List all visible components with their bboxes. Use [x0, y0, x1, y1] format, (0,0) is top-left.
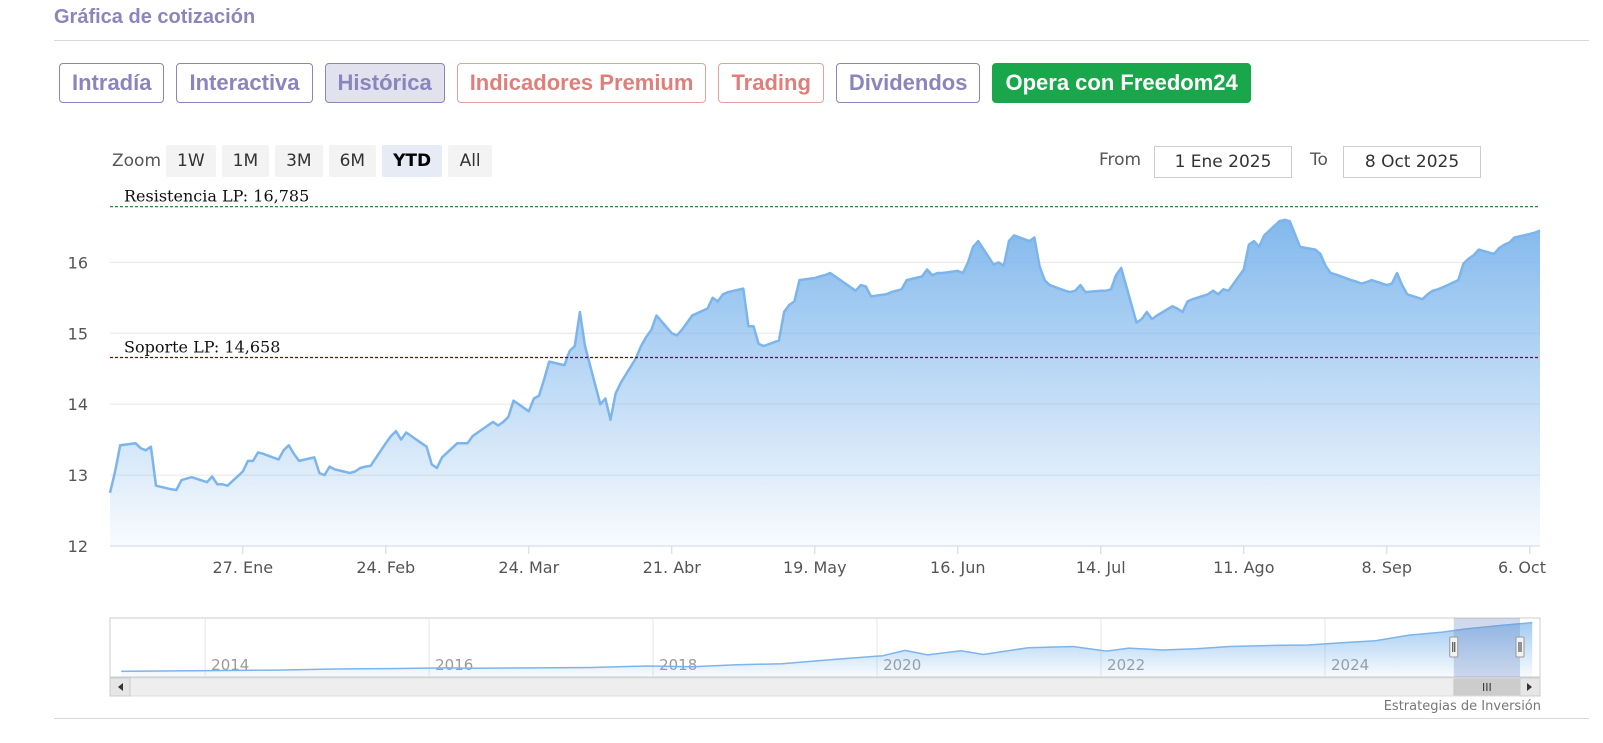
zoom-all-button[interactable]: All	[448, 145, 493, 177]
zoom-3m-button[interactable]: 3M	[275, 145, 323, 177]
price-area	[110, 219, 1540, 547]
y-tick-label: 13	[68, 466, 88, 485]
navigator-line	[121, 621, 1533, 673]
x-axis: 27. Ene 24. Feb 24. Mar 21. Abr 19. May 16. J…	[110, 545, 1546, 577]
range-from-input[interactable]: 1 Ene 2025	[1154, 146, 1292, 178]
tab-interactiva[interactable]: Interactiva	[176, 63, 313, 103]
title-divider	[54, 40, 1589, 41]
zoom-1w-button[interactable]: 1W	[166, 145, 216, 177]
section-title: Gráfica de cotización	[54, 6, 256, 28]
navigator-handle[interactable]	[1515, 636, 1525, 658]
x-tick-label: 24. Mar	[498, 558, 559, 577]
zoom-6m-button[interactable]: 6M	[328, 145, 377, 177]
level-annotations: Resistencia LP: 16,785 Soporte LP: 14,658	[110, 187, 1540, 359]
x-tick-label: 21. Abr	[643, 558, 702, 577]
x-tick-label: 27. Ene	[212, 558, 273, 577]
y-tick-label: 12	[68, 537, 88, 556]
navigator-area	[121, 622, 1533, 677]
navigator[interactable]: 201420162018202020222024III	[109, 617, 1541, 697]
y-axis: 12 13 14 15 16	[68, 253, 88, 556]
y-tick-label: 15	[68, 324, 88, 343]
x-tick-label: 8. Sep	[1362, 558, 1413, 577]
tab-intradia[interactable]: Intradía	[59, 63, 165, 103]
x-tick-label: 19. May	[783, 558, 847, 577]
tab-dividendos[interactable]: Dividendos	[835, 63, 981, 103]
x-tick-label: 6. Oct	[1498, 558, 1546, 577]
scrollbar-track[interactable]	[109, 677, 1541, 697]
tab-historica[interactable]: Histórica	[324, 63, 445, 103]
credits[interactable]: Estrategias de Inversión	[1383, 699, 1541, 714]
support-label: Soporte LP: 14,658	[124, 338, 280, 357]
navigator-handle[interactable]	[1449, 636, 1459, 658]
x-tick-label: 11. Ago	[1213, 558, 1274, 577]
x-tick-label: 16. Jun	[930, 558, 986, 577]
range-to-label: To	[1310, 150, 1328, 170]
navigator-year-label: 2014	[211, 656, 249, 674]
range-to-input[interactable]: 8 Oct 2025	[1343, 146, 1481, 178]
zoom-buttons: 1W 1M 3M 6M YTD All	[166, 145, 493, 177]
range-from-label: From	[1099, 150, 1142, 170]
tab-indicadores-premium[interactable]: Indicadores Premium	[456, 63, 707, 103]
chart-tabs: Intradía Interactiva Histórica Indicador…	[59, 63, 1251, 103]
price-line	[108, 218, 1541, 494]
arrow-left-icon	[118, 683, 123, 691]
opera-freedom24-button[interactable]: Opera con Freedom24	[992, 63, 1251, 103]
scroll-thumb[interactable]	[1453, 678, 1521, 696]
price-series	[108, 218, 1541, 547]
resistance-label: Resistencia LP: 16,785	[124, 187, 309, 206]
zoom-label: Zoom	[112, 151, 162, 171]
tab-trading[interactable]: Trading	[718, 63, 824, 103]
y-tick-label: 14	[68, 395, 88, 414]
x-tick-label: 24. Feb	[356, 558, 415, 577]
zoom-ytd-button[interactable]: YTD	[382, 145, 443, 177]
zoom-1m-button[interactable]: 1M	[221, 145, 270, 177]
navigator-window[interactable]	[1453, 618, 1520, 677]
scroll-thumb-grip: III	[1482, 681, 1492, 694]
y-tick-label: 16	[68, 253, 88, 272]
arrow-right-icon	[1527, 683, 1532, 691]
x-tick-label: 14. Jul	[1076, 558, 1126, 577]
bottom-divider	[54, 718, 1589, 719]
